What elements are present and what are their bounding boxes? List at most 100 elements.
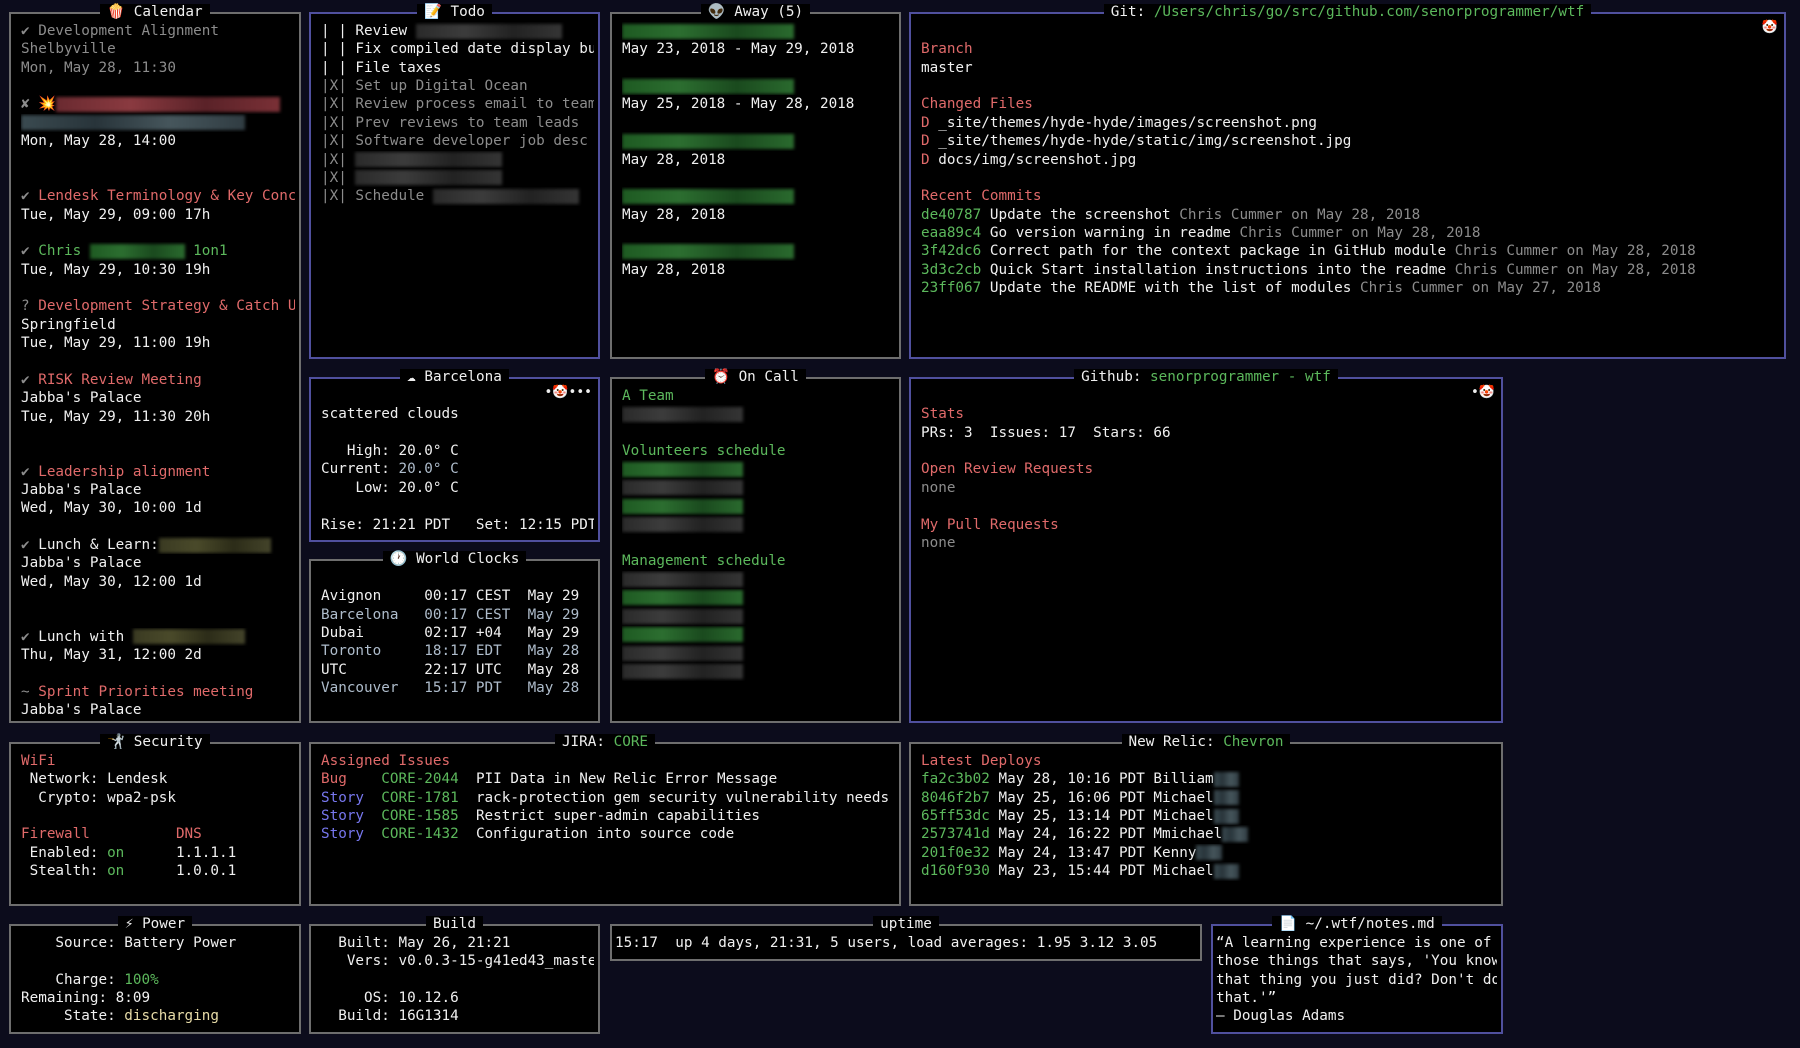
- widget-title: JIRA: CORE: [311, 733, 899, 751]
- text-segment: docs/img/screenshot.jpg: [938, 151, 1137, 168]
- widget-body: 15:17 up 4 days, 21:31, 5 users, load av…: [615, 934, 1196, 959]
- redacted-text: [622, 480, 743, 496]
- list-item: [622, 607, 895, 625]
- list-item: [21, 352, 295, 370]
- text-segment: Management schedule: [622, 553, 786, 570]
- widget-body: May 23, 2018 - May 29, 2018 May 25, 2018 …: [622, 22, 895, 357]
- text-segment: Jabba's Palace: [21, 702, 142, 719]
- widget-title: uptime: [612, 915, 1200, 933]
- list-item: [622, 242, 895, 260]
- list-item: [21, 518, 295, 536]
- widget-body: Assigned Issues Bug CORE-2044 PII Data in…: [321, 752, 895, 904]
- text-segment: 3d3c2cb: [921, 261, 990, 278]
- list-item: Shelbyville: [21, 40, 295, 58]
- text-segment: ?: [21, 298, 39, 315]
- widget-title: New Relic: Chevron: [911, 733, 1501, 751]
- text-segment: Tue, May 29, 11:30 20h: [21, 408, 211, 425]
- redacted-text: [622, 406, 743, 422]
- security-widget[interactable]: 🤺 Security WiFi Network: Lendesk Crypto: …: [9, 734, 301, 906]
- redacted-text: [622, 517, 743, 533]
- list-item: Source: Battery Power: [21, 934, 295, 952]
- list-item: [21, 444, 295, 462]
- list-item: Jabba's Palace: [21, 554, 295, 572]
- text-segment: ✔: [21, 537, 39, 554]
- widget-body: WiFi Network: Lendesk Crypto: wpa2-psk Fi…: [21, 752, 295, 904]
- text-segment: Story: [321, 808, 382, 825]
- notes-widget[interactable]: 📄 ~/.wtf/notes.md “A learning experience …: [1211, 916, 1503, 1034]
- list-item: [21, 591, 295, 609]
- list-item: ? Development Strategy & Catch U: [21, 297, 295, 315]
- jira-widget[interactable]: JIRA: CORE Assigned Issues Bug CORE-2044 P…: [309, 734, 901, 906]
- text-segment: May 28, 10:16 PDT Billiam: [989, 771, 1214, 788]
- text-segment: May 24, 16:22 PDT Mmichael: [989, 826, 1223, 843]
- away-widget[interactable]: 👽 Away (5) May 23, 2018 - May 29, 2018 May…: [610, 4, 901, 359]
- list-item: 65ff53dc May 25, 13:14 PDT Michael: [921, 807, 1497, 825]
- text-segment: WiFi: [21, 753, 56, 769]
- text-segment: ✘ 💥: [21, 96, 57, 113]
- text-segment: Latest Deploys: [921, 753, 1042, 769]
- weather-widget[interactable]: ☁ Barcelona •🤡••• scattered clouds High: 2…: [309, 369, 600, 542]
- list-item: [622, 516, 895, 534]
- list-item: 8046f2b7 May 25, 16:06 PDT Michael: [921, 789, 1497, 807]
- text-segment: | | Fix compiled date display bug: [321, 41, 594, 58]
- git-widget[interactable]: Git: /Users/chris/go/src/github.com/seno…: [909, 4, 1786, 359]
- redacted-text: [622, 188, 795, 204]
- text-segment: Network: Lendesk: [21, 771, 168, 788]
- text-segment: 3f42dc6: [921, 243, 990, 260]
- text-segment: Mon, May 28, 11:30: [21, 59, 176, 76]
- text-segment: Quick Start installation instructions in…: [989, 261, 1455, 278]
- text-segment: ~: [21, 683, 39, 700]
- text-segment: Firewall: [21, 826, 90, 843]
- redacted-text: [622, 608, 743, 624]
- list-item: D _site/themes/hyde-hyde/static/img/scre…: [921, 132, 1780, 150]
- text-segment: Story: [321, 789, 382, 806]
- text-segment: 1on1: [184, 243, 228, 260]
- list-item: Barcelona 00:17 CEST May 29: [321, 606, 594, 624]
- list-item: ✔ Lunch & Learn:: [21, 536, 295, 554]
- redacted-text: [622, 23, 795, 39]
- on-call-widget[interactable]: ⏰ On Call A Team Volunteers schedule Manage…: [610, 369, 901, 723]
- list-item: D _site/themes/hyde-hyde/images/screensh…: [921, 114, 1780, 132]
- list-item: |X| Set up Digital Ocean: [321, 77, 594, 95]
- list-item: ✔ Chris 1on1: [21, 242, 295, 260]
- list-item: d160f930 May 23, 15:44 PDT Michael: [921, 862, 1497, 880]
- widget-title: ⚡ Power: [11, 915, 299, 933]
- new-relic-widget[interactable]: New Relic: Chevron Latest Deploys fa2c3b02…: [909, 734, 1503, 906]
- build-widget[interactable]: Build Built: May 26, 21:21 Vers: v0.0.3-…: [309, 916, 600, 1034]
- list-item: [622, 114, 895, 132]
- widget-title: ⏰ On Call: [612, 368, 899, 386]
- title-label: Security: [133, 734, 203, 750]
- power-widget[interactable]: ⚡ Power Source: Battery Power Charge: 10…: [9, 916, 301, 1034]
- list-item: Toronto 18:17 EDT May 28: [321, 642, 594, 660]
- list-item: none: [921, 534, 1497, 552]
- list-item: Springfield: [21, 316, 295, 334]
- text-segment: Low: 20.0° C: [321, 479, 459, 496]
- title-detail: senorprogrammer - wtf: [1150, 369, 1331, 385]
- list-item: Jabba's Palace: [21, 701, 295, 719]
- text-segment: Chris Cummer on May 28, 2018: [1454, 261, 1696, 278]
- list-item: Changed Files: [921, 95, 1780, 113]
- todo-widget[interactable]: 📝 Todo | | Review | | Fix compiled date d…: [309, 4, 600, 359]
- title-label: JIRA:: [561, 734, 614, 750]
- security-figure-icon: 🤺: [107, 734, 126, 750]
- title-label: ~/.wtf/notes.md: [1305, 916, 1435, 932]
- list-item: UTC 22:17 UTC May 28: [321, 661, 594, 679]
- list-item: ✔ Development Alignment: [21, 22, 295, 40]
- list-item: May 25, 2018 - May 28, 2018: [622, 95, 895, 113]
- list-item: [622, 59, 895, 77]
- calendar-widget[interactable]: 🍿 Calendar ✔ Development Alignment Shelbyv…: [9, 4, 301, 723]
- widget-body: Stats PRs: 3 Issues: 17 Stars: 66 Open Rev…: [921, 387, 1497, 721]
- world-clocks-widget[interactable]: 🕐 World Clocks Avignon 00:17 CEST May 29 B…: [309, 551, 600, 723]
- list-item: [622, 424, 895, 442]
- text-segment: Toronto 18:17 EDT May 28: [321, 643, 580, 660]
- github-widget[interactable]: Github: senorprogrammer - wtf •🤡 Stats PRs:…: [909, 369, 1503, 723]
- uptime-widget[interactable]: uptime 15:17 up 4 days, 21:31, 5 users, l…: [610, 916, 1202, 961]
- widget-body: Source: Battery Power Charge: 100% Remain…: [21, 934, 295, 1032]
- text-segment: May 23, 2018 - May 29, 2018: [622, 41, 855, 58]
- text-segment: D: [921, 133, 939, 150]
- text-segment: ✔ Development Alignment: [21, 23, 219, 39]
- list-item: OS: 10.12.6: [321, 989, 594, 1007]
- list-item: [321, 569, 594, 587]
- list-item: – Douglas Adams: [1216, 1007, 1497, 1025]
- text-segment: that thing you just did? Don't do: [1216, 971, 1497, 988]
